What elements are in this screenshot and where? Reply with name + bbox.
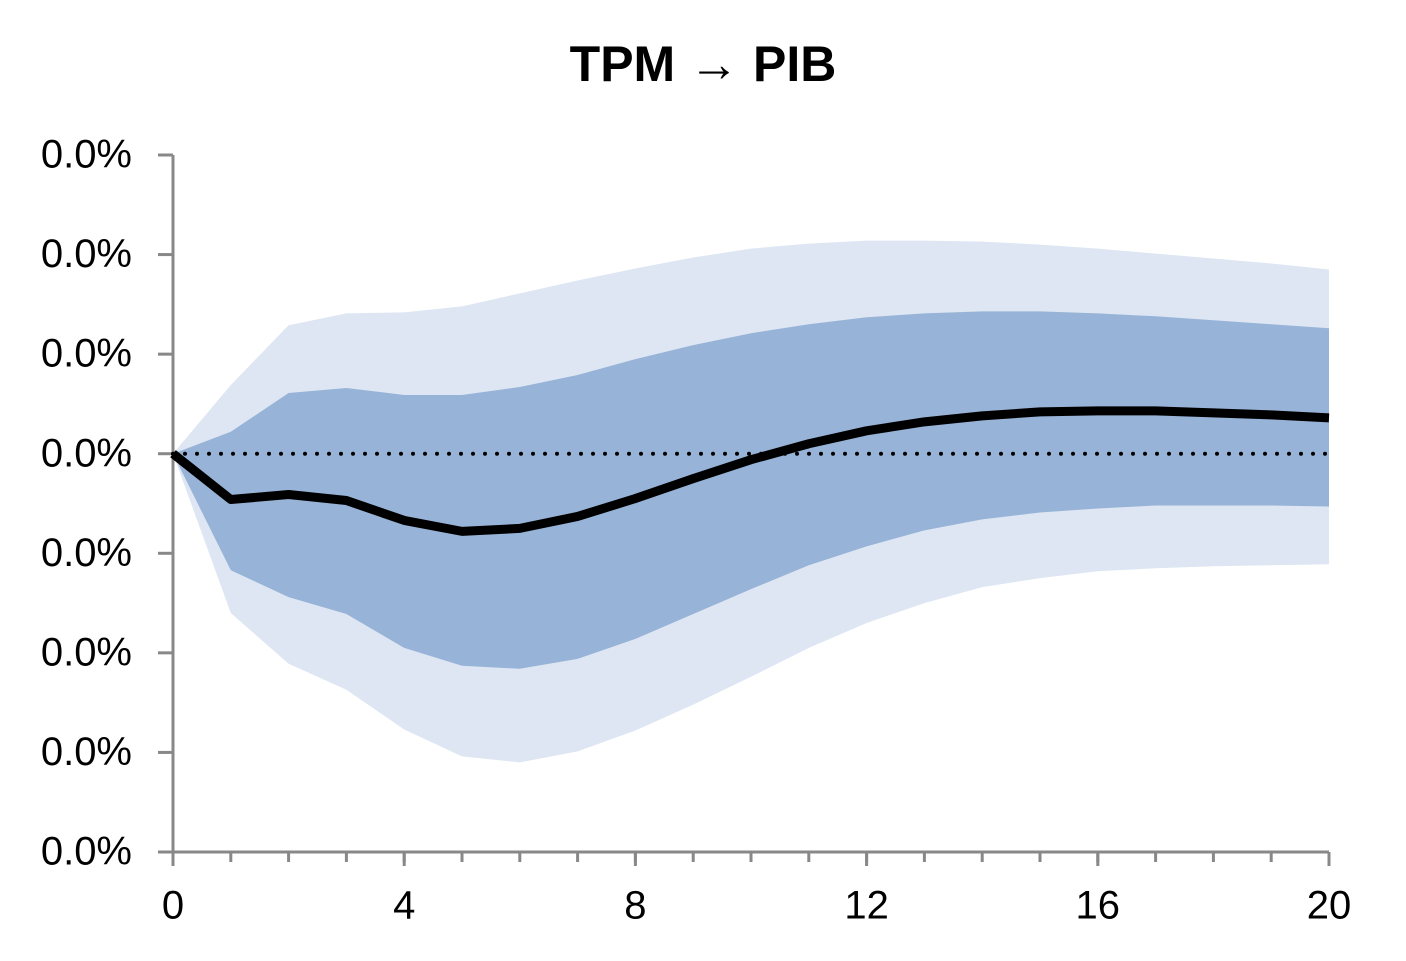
x-tick-label: 8 <box>624 884 646 928</box>
x-tick-label: 4 <box>393 884 415 928</box>
y-tick-label: 0.0% <box>41 630 132 674</box>
y-tick-label: 0.0% <box>41 332 132 376</box>
chart-title: TPM → PIB <box>570 36 837 92</box>
x-tick-label: 0 <box>162 884 184 928</box>
band <box>173 311 1329 669</box>
y-tick-label: 0.0% <box>41 232 132 276</box>
y-tick-label: 0.0% <box>41 133 132 177</box>
x-tick-label: 12 <box>844 884 889 928</box>
line <box>170 406 1330 536</box>
y-tick-label: 0.0% <box>41 531 132 575</box>
x-tick-label: 16 <box>1076 884 1121 928</box>
y-tick-label: 0.0% <box>41 730 132 774</box>
y-tick-label: 0.0% <box>41 830 132 874</box>
y-tick-label: 0.0% <box>41 431 132 475</box>
x-tick-label: 20 <box>1307 884 1352 928</box>
